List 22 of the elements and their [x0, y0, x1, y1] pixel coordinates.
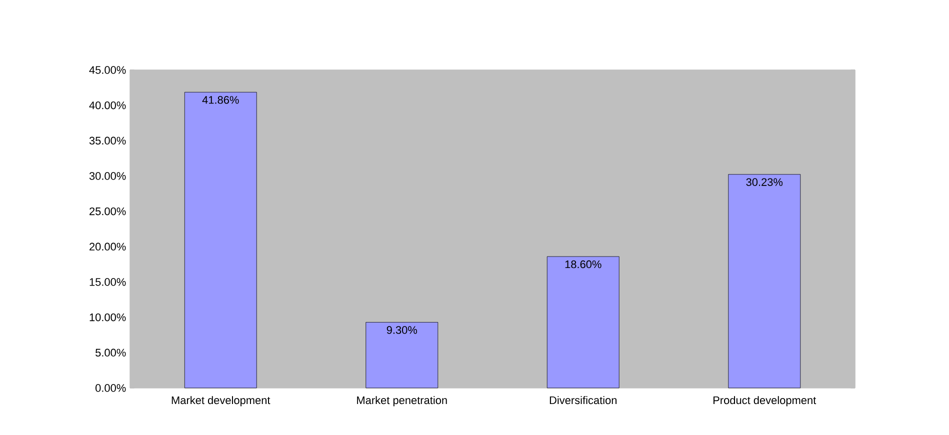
y-tick-label: 35.00%	[89, 136, 126, 145]
y-tick-label: 5.00%	[96, 348, 126, 357]
y-tick-label: 40.00%	[89, 101, 126, 110]
bar	[546, 256, 620, 388]
x-tick-label: Market penetration	[357, 396, 447, 406]
data-label: 9.30%	[386, 326, 418, 334]
y-tick-label: 45.00%	[89, 66, 126, 74]
bar	[728, 174, 801, 388]
x-tick-label: Diversification	[550, 396, 617, 404]
data-label: 41.86%	[202, 96, 239, 104]
x-tick-label: Market development	[172, 396, 270, 406]
data-label: 18.60%	[565, 260, 602, 268]
x-tick-label: Product development	[714, 396, 816, 406]
bar	[366, 322, 438, 388]
y-tick-label: 20.00%	[90, 242, 126, 251]
bar	[184, 92, 257, 388]
y-tick-label: 30.00%	[89, 172, 126, 180]
y-tick-label: 0.00%	[96, 384, 126, 392]
y-tick-label: 10.00%	[90, 313, 126, 322]
data-label: 30.23%	[746, 178, 783, 186]
y-tick-label: 25.00%	[90, 207, 126, 216]
y-tick-label: 15.00%	[90, 278, 126, 286]
